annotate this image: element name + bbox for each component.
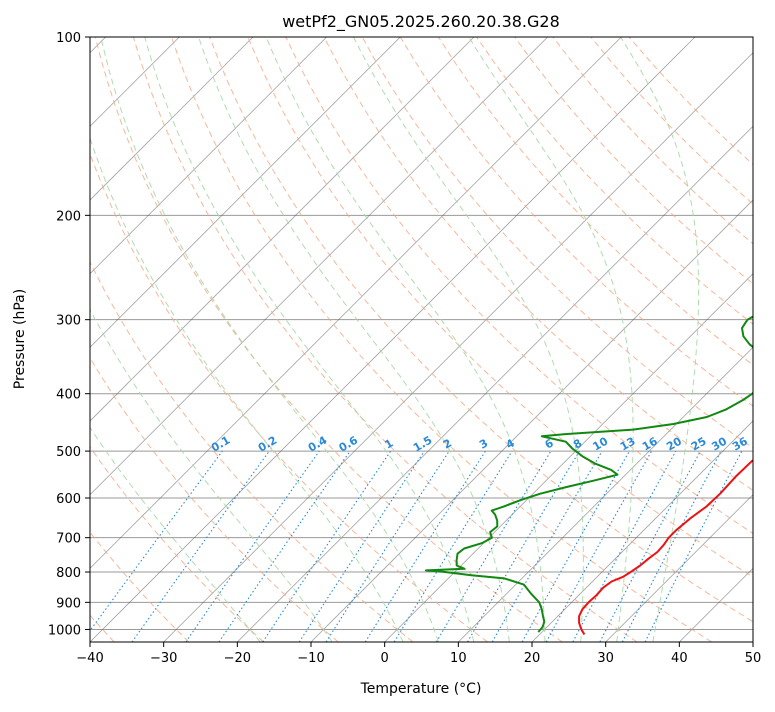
x-tick-label: 0 [381,651,389,666]
dry-adiabat-line [171,37,712,642]
moist-adiabat-line [90,426,261,642]
y-axis-ticks: 100 200 300 400 500 600 700 800 900 1000 [48,31,90,638]
moist-adiabat-line [620,37,700,642]
sounding-series [425,315,753,636]
moist-adiabat-line [265,37,546,642]
y-tick-label: 100 [56,31,81,46]
isotherm-line [90,37,401,348]
y-tick-label: 300 [56,314,81,329]
isobar-grid [90,37,753,630]
mixing-ratio-line [298,450,425,642]
mixing-ratio-line [545,450,653,642]
isotherm-line [605,494,753,642]
dry-adiabat-line [94,37,563,642]
isotherm-line [90,37,475,422]
y-tick-label: 500 [56,445,81,460]
isotherm-line [531,420,753,642]
x-tick-label: −10 [297,651,324,666]
y-tick-label: 400 [56,388,81,403]
y-tick-label: 900 [56,596,81,611]
x-tick-label: 30 [597,651,614,666]
mixing-ratio-line [185,450,320,642]
mixing-ratio-line [325,450,450,642]
moist-adiabat-line [90,308,333,642]
isotherm-line [237,125,753,642]
moist-adiabat-line [90,136,404,642]
mixing-ratio-line [131,450,270,642]
isotherm-line [90,37,548,496]
x-tick-label: −20 [224,651,251,666]
moist-adiabat-line [353,37,584,642]
mixing-ratio-line [393,450,513,642]
y-tick-label: 800 [56,566,81,581]
dry-adiabat-line [90,260,414,642]
mixing-ratio-line [218,450,351,642]
moist-adiabat-line [144,37,475,642]
dry-adiabat-line [514,37,753,285]
chart-title: wetPf2_GN05.2025.260.20.38.G28 [282,12,560,32]
dry-adiabat-line [247,37,753,578]
dewpoint-line [425,315,753,633]
x-tick-label: 40 [671,651,688,666]
x-tick-label: 20 [524,651,541,666]
y-tick-label: 700 [56,532,81,547]
moist-adiabat-line [198,37,510,642]
x-tick-label: 10 [450,651,467,666]
y-tick-label: 200 [56,209,81,224]
temperature-line [578,459,753,636]
x-axis-label: Temperature (°C) [360,681,482,697]
dry-adiabat-line [285,37,753,535]
dry-adiabat-line [132,37,638,642]
isotherm-line [90,37,622,569]
y-axis-label: Pressure (hPa) [12,289,28,389]
isotherm-line [90,37,327,275]
isotherm-line [458,346,753,642]
dry-adiabat-line [323,37,753,491]
dry-adiabat-line [90,356,339,642]
x-axis-ticks: −40 −30 −20 −10 0 10 20 30 40 50 [76,642,761,666]
y-tick-label: 600 [56,492,81,507]
dry-adiabat-line [209,37,753,623]
plot-frame [89,36,754,643]
moist-adiabat-line [100,37,439,642]
isotherm-line [90,37,254,201]
x-tick-label: −40 [76,651,103,666]
isotherm-line [163,52,753,642]
dry-adiabats [90,37,753,642]
mixing-ratio-line [572,450,677,642]
mixing-ratio-line [521,450,630,642]
mixing-ratio-line [262,450,392,642]
mixing-ratio-line [90,450,223,632]
x-tick-label: 50 [745,651,762,666]
isotherm-line [90,37,696,642]
y-tick-label: 1000 [48,623,81,638]
dry-adiabat-line [476,37,753,325]
dry-adiabat-line [90,446,264,642]
x-tick-label: −30 [150,651,177,666]
